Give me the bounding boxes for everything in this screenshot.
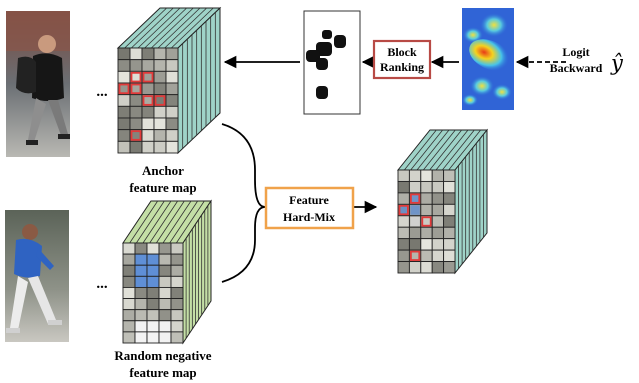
block-ranking-label-2: Ranking bbox=[380, 60, 424, 74]
hard-mix-label-2: Hard-Mix bbox=[283, 210, 335, 224]
anchor-label-2: feature map bbox=[129, 180, 196, 195]
negative-label-1: Random negative bbox=[114, 348, 211, 363]
mixed-feature-map bbox=[396, 128, 489, 275]
logit-label-1: Logit bbox=[562, 45, 589, 59]
curve-negative-to-mix bbox=[221, 206, 266, 283]
anchor-pedestrian-image bbox=[6, 11, 70, 157]
logit-label-2: Backward bbox=[550, 61, 603, 75]
binary-mask bbox=[303, 10, 361, 115]
y-hat-symbol: ŷ bbox=[610, 51, 624, 75]
block-ranking-label-1: Block bbox=[387, 45, 417, 59]
negative-pedestrian-image bbox=[5, 210, 69, 342]
negative-label-2: feature map bbox=[129, 365, 196, 380]
ellipsis-bottom: ... bbox=[96, 276, 108, 292]
block-ranking-box: Block Ranking bbox=[372, 39, 432, 80]
anchor-label-1: Anchor bbox=[142, 163, 184, 178]
attention-heatmap bbox=[462, 8, 514, 110]
ellipsis-top: ... bbox=[96, 84, 108, 100]
hard-mix-box: Feature Hard-Mix bbox=[264, 186, 355, 230]
anchor-feature-map bbox=[116, 6, 222, 155]
negative-feature-map bbox=[122, 199, 212, 345]
curve-anchor-to-mix bbox=[221, 123, 266, 208]
hard-mix-label-1: Feature bbox=[289, 193, 329, 207]
connectors bbox=[221, 55, 566, 283]
